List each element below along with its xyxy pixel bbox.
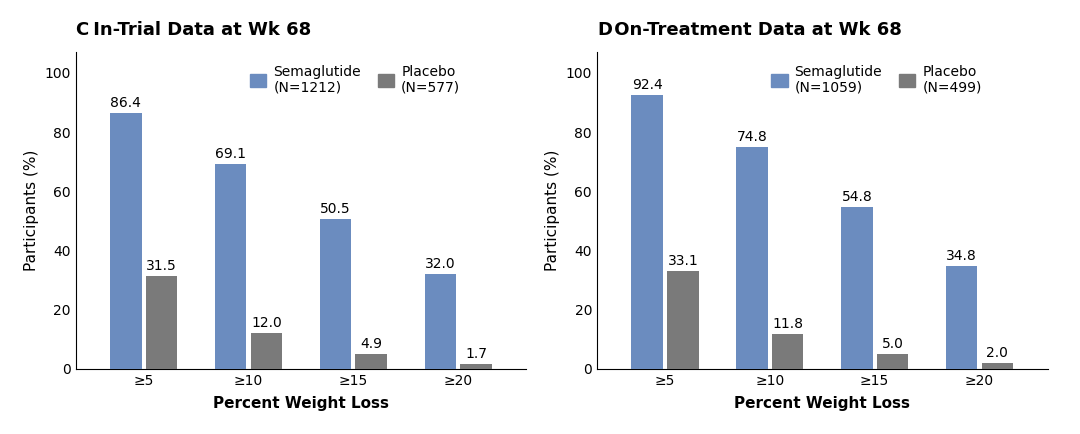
Bar — [667, 271, 699, 369]
Text: 86.4: 86.4 — [110, 96, 141, 110]
Bar — [146, 276, 177, 369]
Bar — [251, 333, 282, 369]
X-axis label: Percent Weight Loss: Percent Weight Loss — [734, 396, 910, 411]
Text: 2.0: 2.0 — [986, 346, 1009, 360]
Bar — [877, 354, 908, 369]
Text: 33.1: 33.1 — [667, 254, 698, 268]
Bar — [772, 334, 804, 369]
Bar — [215, 164, 246, 369]
Text: 32.0: 32.0 — [426, 257, 456, 271]
Bar — [632, 95, 663, 369]
Text: 69.1: 69.1 — [215, 147, 246, 161]
X-axis label: Percent Weight Loss: Percent Weight Loss — [213, 396, 389, 411]
Text: 54.8: 54.8 — [841, 190, 873, 204]
Bar — [460, 364, 491, 369]
Y-axis label: Participants (%): Participants (%) — [24, 150, 39, 271]
Legend: Semaglutide
(N=1212), Placebo
(N=577): Semaglutide (N=1212), Placebo (N=577) — [244, 59, 465, 100]
Y-axis label: Participants (%): Participants (%) — [545, 150, 561, 271]
Bar — [737, 148, 768, 369]
Text: 12.0: 12.0 — [251, 316, 282, 330]
Bar — [110, 113, 141, 369]
Text: In-Trial Data at Wk 68: In-Trial Data at Wk 68 — [86, 21, 311, 39]
Bar — [841, 207, 873, 369]
Bar — [946, 266, 977, 369]
Text: 1.7: 1.7 — [465, 347, 487, 361]
Bar — [982, 363, 1013, 369]
Text: 50.5: 50.5 — [321, 202, 351, 217]
Bar — [424, 274, 456, 369]
Text: 11.8: 11.8 — [772, 317, 804, 331]
Legend: Semaglutide
(N=1059), Placebo
(N=499): Semaglutide (N=1059), Placebo (N=499) — [766, 59, 987, 100]
Text: 92.4: 92.4 — [632, 79, 662, 92]
Text: C: C — [76, 21, 89, 39]
Text: 31.5: 31.5 — [146, 259, 177, 273]
Text: 74.8: 74.8 — [737, 131, 768, 145]
Bar — [355, 355, 387, 369]
Text: 5.0: 5.0 — [881, 337, 903, 351]
Text: On-Treatment Data at Wk 68: On-Treatment Data at Wk 68 — [608, 21, 902, 39]
Text: 4.9: 4.9 — [361, 337, 382, 352]
Text: D: D — [597, 21, 612, 39]
Text: 34.8: 34.8 — [946, 249, 977, 263]
Bar — [320, 219, 351, 369]
